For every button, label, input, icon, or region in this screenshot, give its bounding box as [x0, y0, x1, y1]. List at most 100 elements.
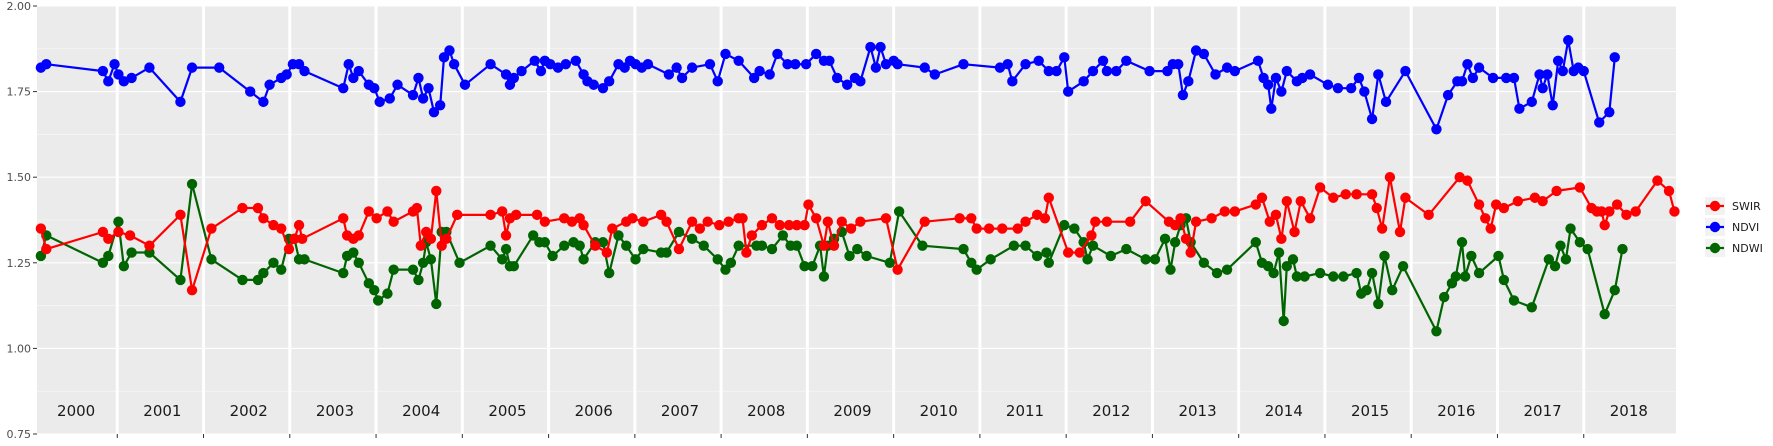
data-point-ndwi — [985, 254, 996, 265]
data-point-ndvi — [712, 76, 723, 87]
data-point-swir — [836, 216, 847, 227]
data-point-ndvi — [1270, 72, 1282, 84]
data-point-swir — [35, 223, 47, 234]
data-point-ndvi — [642, 59, 654, 70]
data-point-ndvi — [663, 69, 675, 80]
data-point-ndvi — [459, 79, 471, 90]
data-point-ndvi — [1144, 65, 1155, 77]
data-point-swir — [1190, 216, 1202, 227]
data-point-ndwi — [1560, 254, 1572, 265]
data-point-ndvi — [1033, 55, 1044, 66]
data-point-swir — [828, 240, 840, 251]
data-point-ndwi — [413, 274, 424, 286]
data-point-swir — [1175, 213, 1186, 224]
data-point-ndwi — [299, 254, 310, 265]
year-label: 2001 — [143, 402, 181, 420]
data-point-ndwi — [527, 230, 539, 241]
data-point-ndvi — [1020, 59, 1031, 70]
data-point-ndwi — [1599, 308, 1610, 320]
data-point-swir — [810, 213, 822, 224]
data-point-swir — [258, 213, 269, 224]
data-point-ndvi — [1297, 72, 1308, 84]
data-point-ndwi — [1397, 261, 1409, 272]
data-point-ndvi — [1609, 52, 1620, 63]
data-point-ndwi — [1291, 271, 1303, 282]
data-point-ndwi — [777, 230, 789, 241]
data-point-ndwi — [661, 247, 672, 258]
data-point-swir — [425, 233, 437, 245]
data-point-ndwi — [698, 240, 709, 251]
data-point-ndvi — [516, 65, 527, 77]
data-point-swir — [1264, 216, 1275, 227]
data-point-swir — [103, 233, 114, 245]
data-point-ndvi — [671, 62, 682, 73]
data-point-ndwi — [1431, 326, 1442, 337]
data-point-ndvi — [929, 69, 941, 80]
data-point-ndvi — [865, 41, 876, 53]
data-point-ndwi — [766, 243, 778, 255]
data-point-ndvi — [870, 62, 882, 73]
data-point-ndvi — [782, 59, 793, 70]
data-point-ndwi — [1268, 267, 1279, 279]
data-point-swir — [293, 219, 305, 231]
data-point-ndvi — [1563, 35, 1574, 46]
data-point-ndvi — [392, 79, 403, 90]
data-point-swir — [500, 230, 512, 241]
data-point-swir — [1140, 195, 1151, 207]
data-point-swir — [954, 213, 965, 224]
data-point-ndvi — [1221, 62, 1233, 73]
data-point-ndvi — [1534, 69, 1545, 80]
data-point-ndwi — [971, 264, 982, 275]
data-point-swir — [966, 213, 977, 224]
data-point-ndwi — [1169, 237, 1181, 248]
data-point-ndvi — [919, 62, 930, 73]
data-point-ndwi — [1438, 291, 1450, 303]
data-point-ndwi — [1387, 284, 1398, 296]
data-point-ndwi — [603, 267, 615, 279]
data-point-swir — [1043, 192, 1054, 203]
data-point-ndwi — [597, 237, 609, 248]
data-point-ndwi — [1069, 223, 1080, 234]
data-point-ndvi — [535, 65, 547, 77]
data-point-swir — [1185, 247, 1196, 258]
data-point-ndvi — [1007, 76, 1018, 87]
data-point-swir — [1062, 247, 1074, 258]
data-point-ndvi — [1304, 69, 1316, 80]
data-point-ndvi — [790, 59, 801, 70]
data-point-swir — [1630, 206, 1641, 217]
data-point-ndwi — [388, 264, 399, 275]
data-point-ndwi — [186, 178, 198, 190]
data-point-ndvi — [109, 59, 120, 70]
data-point-ndwi — [1366, 267, 1378, 279]
data-point-ndwi — [574, 240, 585, 251]
data-point-swir — [1498, 202, 1510, 214]
data-point-ndwi — [1456, 237, 1468, 248]
data-point-ndvi — [1487, 72, 1499, 84]
data-point-ndwi — [268, 257, 279, 268]
data-point-ndvi — [384, 93, 395, 104]
data-point-swir — [237, 202, 248, 214]
data-point-swir — [607, 223, 618, 234]
data-point-swir — [892, 264, 903, 275]
data-point-ndvi — [1173, 59, 1184, 70]
data-point-ndvi — [1190, 45, 1202, 56]
data-point-ndwi — [686, 233, 698, 245]
y-tick-label: 2.00 — [7, 0, 32, 13]
data-point-ndwi — [1450, 271, 1462, 282]
data-point-ndvi — [1097, 55, 1109, 66]
data-point-swir — [510, 209, 522, 221]
data-point-ndvi — [1467, 72, 1479, 84]
data-point-ndwi — [1379, 250, 1390, 262]
data-point-ndwi — [1361, 284, 1372, 296]
data-point-swir — [746, 230, 758, 241]
year-label: 2012 — [1092, 402, 1130, 420]
data-point-swir — [338, 213, 349, 224]
data-point-ndvi — [413, 72, 424, 84]
data-point-ndwi — [407, 264, 419, 275]
data-point-ndvi — [1547, 100, 1558, 111]
data-point-swir — [855, 216, 866, 227]
data-point-swir — [791, 219, 803, 231]
data-point-swir — [276, 223, 287, 234]
data-point-swir — [627, 213, 638, 224]
data-point-swir — [766, 213, 778, 224]
